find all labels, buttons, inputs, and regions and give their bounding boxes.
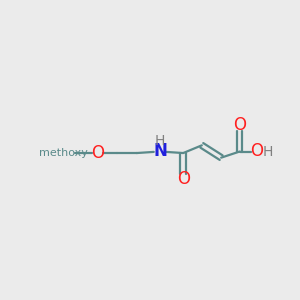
Text: O: O — [233, 116, 246, 134]
Text: H: H — [155, 134, 165, 148]
Text: N: N — [153, 142, 167, 160]
Text: O: O — [250, 142, 263, 160]
Text: O: O — [91, 144, 104, 162]
Text: methoxy: methoxy — [39, 148, 88, 158]
Text: H: H — [262, 145, 273, 158]
Text: O: O — [177, 170, 190, 188]
